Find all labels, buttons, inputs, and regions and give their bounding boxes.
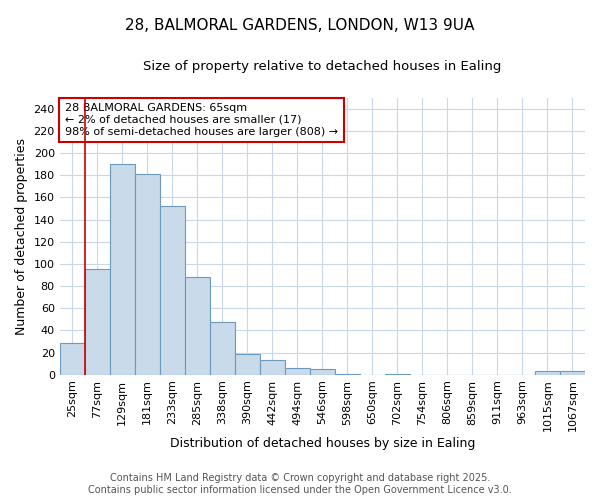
- Bar: [235, 354, 260, 374]
- Bar: [285, 368, 310, 374]
- Bar: [160, 206, 185, 374]
- Bar: [135, 174, 160, 374]
- Bar: [210, 322, 235, 374]
- Text: 28, BALMORAL GARDENS, LONDON, W13 9UA: 28, BALMORAL GARDENS, LONDON, W13 9UA: [125, 18, 475, 32]
- Bar: [535, 372, 560, 374]
- Title: Size of property relative to detached houses in Ealing: Size of property relative to detached ho…: [143, 60, 502, 73]
- Bar: [85, 270, 110, 374]
- Bar: [59, 342, 85, 374]
- Bar: [110, 164, 135, 374]
- Text: Contains HM Land Registry data © Crown copyright and database right 2025.
Contai: Contains HM Land Registry data © Crown c…: [88, 474, 512, 495]
- X-axis label: Distribution of detached houses by size in Ealing: Distribution of detached houses by size …: [170, 437, 475, 450]
- Text: 28 BALMORAL GARDENS: 65sqm
← 2% of detached houses are smaller (17)
98% of semi-: 28 BALMORAL GARDENS: 65sqm ← 2% of detac…: [65, 104, 338, 136]
- Bar: [560, 372, 585, 374]
- Bar: [185, 277, 210, 374]
- Bar: [310, 369, 335, 374]
- Y-axis label: Number of detached properties: Number of detached properties: [15, 138, 28, 334]
- Bar: [260, 360, 285, 374]
